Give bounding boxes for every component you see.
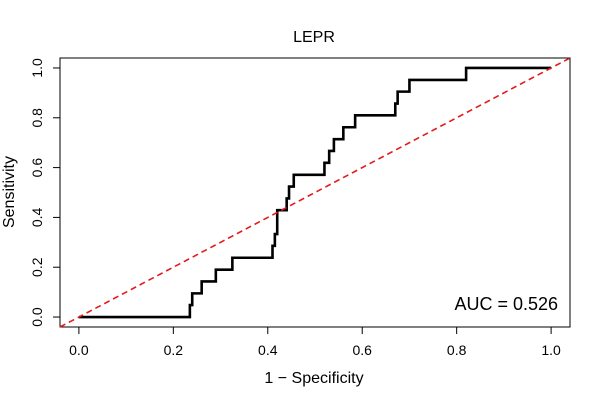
x-tick-label: 0.8: [447, 342, 467, 358]
x-tick-label: 0.0: [69, 342, 89, 358]
x-tick-label: 1.0: [541, 342, 561, 358]
y-tick-label: 0.8: [29, 108, 45, 128]
x-axis: 0.0 0.2 0.4 0.6 0.8 1.0: [69, 326, 561, 358]
auc-annotation: AUC = 0.526: [454, 294, 558, 314]
chart-title: LEPR: [293, 29, 335, 46]
y-tick-label: 0.4: [29, 207, 45, 227]
x-axis-label: 1 − Specificity: [264, 370, 363, 387]
y-axis: 0.0 0.2 0.4 0.6 0.8 1.0: [29, 58, 61, 327]
y-tick-label: 0.0: [29, 307, 45, 327]
y-axis-label: Sensitivity: [1, 156, 18, 228]
y-tick-label: 0.2: [29, 257, 45, 277]
roc-curve-line: [78, 66, 552, 319]
x-tick-label: 0.6: [352, 342, 372, 358]
x-tick-label: 0.2: [164, 342, 184, 358]
x-tick-label: 0.4: [258, 342, 278, 358]
series-layer: [59, 57, 571, 328]
y-tick-label: 1.0: [29, 58, 45, 78]
reference-diagonal-line: [59, 57, 571, 328]
y-tick-label: 0.6: [29, 158, 45, 178]
